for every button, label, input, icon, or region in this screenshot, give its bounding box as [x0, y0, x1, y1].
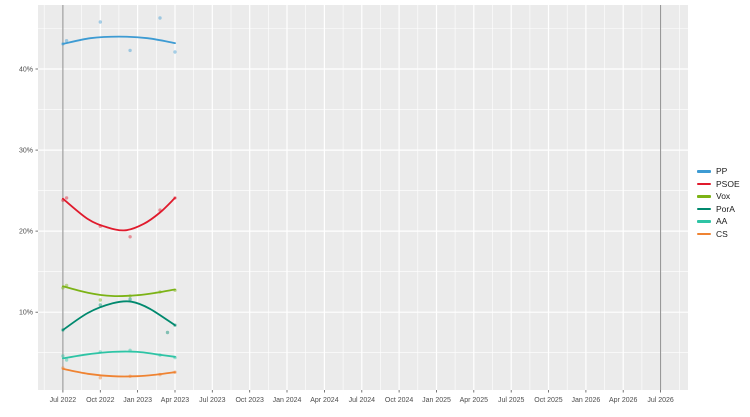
legend-item-pp: PP [697, 167, 740, 176]
legend-key-line [697, 232, 711, 235]
legend-item-vox: Vox [697, 192, 740, 201]
legend-item-aa: AA [697, 217, 740, 226]
poll-point [158, 16, 162, 20]
series-aa [61, 348, 177, 362]
y-tick-label: 10% [19, 310, 33, 317]
x-tick-label: Oct 2024 [385, 397, 414, 404]
x-tick-label: Jan 2026 [571, 397, 600, 404]
poll-point [98, 298, 103, 302]
series-vox [61, 283, 177, 302]
poll-point [64, 358, 69, 362]
chart-legend: PP PSOE Vox PorA AA CS [697, 167, 740, 238]
series-psoe [61, 196, 177, 239]
x-tick-label: Jan 2024 [273, 397, 302, 404]
x-tick-label: Jul 2024 [349, 397, 376, 404]
poll-point [61, 354, 65, 358]
x-tick-label: Apr 2024 [310, 397, 339, 404]
trend-line [62, 350, 176, 360]
poll-point [98, 376, 103, 380]
legend-item-cs: CS [697, 228, 740, 239]
legend-key-line [697, 195, 711, 198]
poll-point [173, 50, 177, 54]
poll-point [128, 297, 132, 301]
series-pora [61, 297, 177, 335]
trend-line [62, 35, 176, 45]
trend-line [62, 368, 176, 378]
legend-key-line [697, 220, 711, 223]
legend-item-pora: PorA [697, 203, 740, 214]
x-tick-label: Apr 2023 [161, 397, 190, 404]
trend-line [62, 285, 176, 298]
legend-key-line [697, 182, 711, 185]
poll-point [128, 235, 132, 239]
legend-label: PP [716, 166, 728, 176]
legend-label: Vox [716, 191, 731, 201]
x-tick-label: Jul 2022 [50, 397, 77, 404]
x-tick-label: Jul 2026 [647, 397, 674, 404]
trend-line [62, 197, 176, 232]
legend-label: PSOE [716, 178, 740, 189]
poll-point [165, 330, 170, 335]
series-cs [61, 366, 177, 380]
x-tick-label: Jan 2025 [422, 397, 451, 404]
series-pp [61, 16, 177, 54]
poll-point [98, 20, 103, 24]
poll-point [98, 303, 103, 307]
x-tick-label: Jul 2023 [199, 397, 226, 404]
axis-labels: 10% 20% 30% 40% Jul 2022 Oct 2022 Jan 2023 Apr … [19, 67, 674, 405]
y-tick-label: 20% [19, 229, 33, 236]
legend-key-line [697, 170, 711, 173]
legend-label: CS [716, 228, 728, 239]
legend-item-psoe: PSOE [697, 178, 740, 189]
x-tick-label: Oct 2022 [86, 397, 115, 404]
x-tick-label: Apr 2026 [609, 397, 638, 404]
y-tick-label: 40% [19, 67, 33, 74]
poll-point [64, 39, 69, 43]
legend-key-line [697, 207, 711, 210]
y-tick-label: 30% [19, 148, 33, 155]
poll-point [128, 48, 132, 53]
x-tick-label: Jan 2023 [123, 397, 152, 404]
poll-point [64, 196, 69, 200]
x-tick-label: Apr 2025 [460, 397, 489, 404]
legend-label: PorA [716, 203, 735, 214]
legend-label: AA [716, 216, 728, 226]
x-tick-label: Oct 2023 [235, 397, 264, 404]
x-tick-label: Jul 2025 [498, 397, 525, 404]
x-tick-label: Oct 2025 [534, 397, 563, 404]
plot-panel [38, 5, 688, 390]
trend-line [62, 300, 176, 331]
